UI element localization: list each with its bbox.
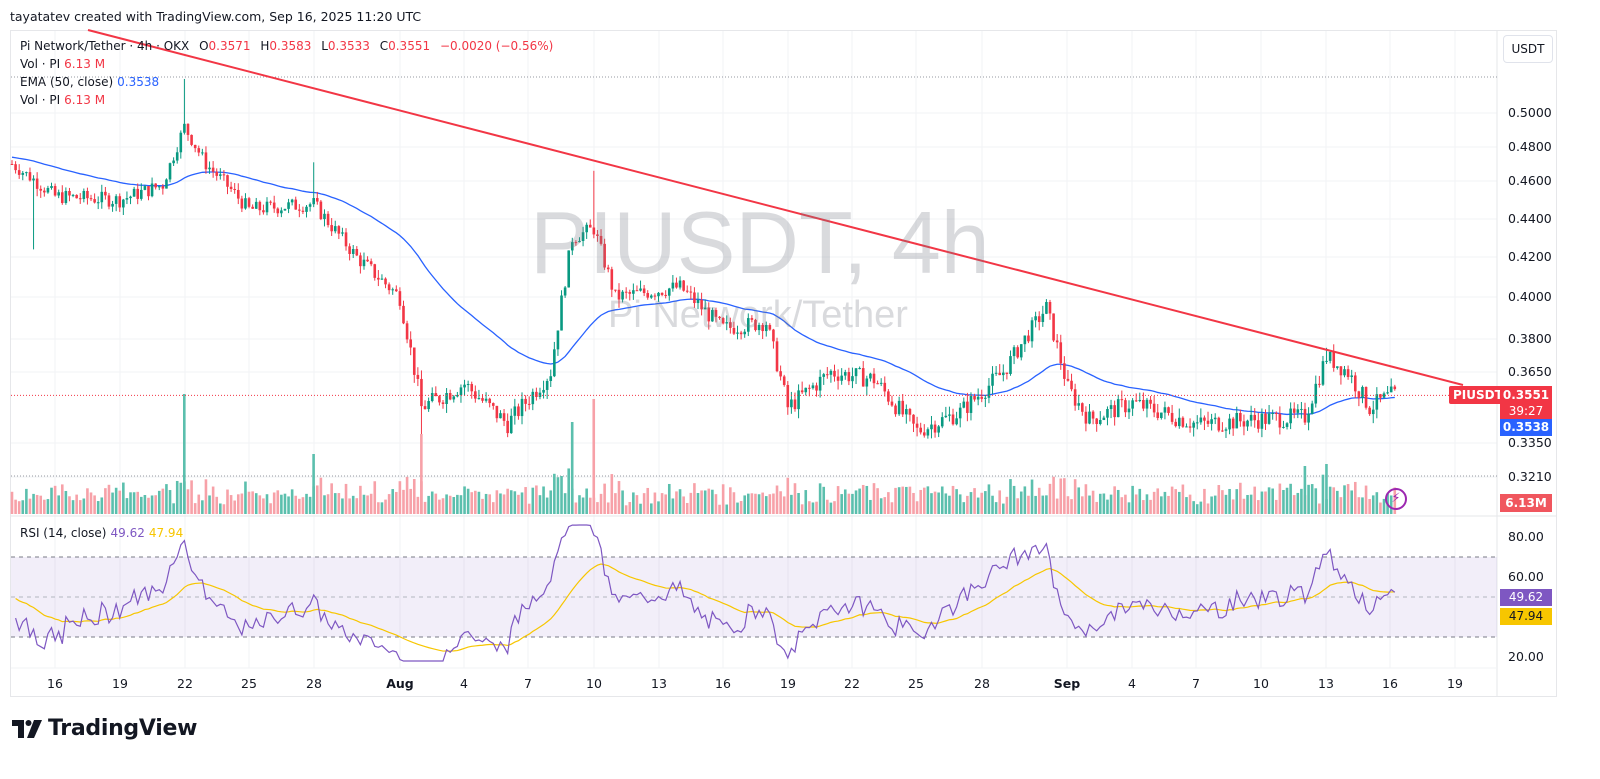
ohlc-close: 0.3551 [388, 39, 431, 53]
time-tick: 19 [780, 676, 796, 691]
price-tick: 0.4200 [1508, 249, 1552, 264]
price-tick: 0.3650 [1508, 364, 1552, 379]
time-tick: 4 [1128, 676, 1136, 691]
chart-credit: tayatatev created with TradingView.com, … [10, 9, 422, 24]
time-tick: 7 [524, 676, 532, 691]
time-tick: 25 [908, 676, 924, 691]
price-tick: 0.3350 [1508, 435, 1552, 450]
watermark-description: Pi Network/Tether [608, 294, 908, 336]
price-tick: 0.5000 [1508, 105, 1552, 120]
ema-price-tag: 0.3538 [1500, 419, 1552, 436]
rsi-value: 49.62 [110, 526, 145, 540]
tradingview-logo: TradingView [12, 716, 197, 741]
price-tick: 0.4000 [1508, 289, 1552, 304]
rsi-value-tag: 49.62 [1500, 589, 1552, 606]
rsi-label: RSI (14, close) [20, 526, 107, 540]
price-tick: 0.3800 [1508, 331, 1552, 346]
volume-value: 6.13 M [64, 93, 106, 107]
time-tick: 22 [844, 676, 860, 691]
volume-label: Vol · PI [20, 93, 61, 107]
time-tick: 16 [1382, 676, 1398, 691]
time-tick: 19 [1447, 676, 1463, 691]
time-tick: 22 [177, 676, 193, 691]
time-tick: 28 [306, 676, 322, 691]
chart-frame [10, 30, 1557, 697]
ema-label: EMA (50, close) [20, 75, 114, 89]
rsi-tick: 20.00 [1508, 649, 1544, 664]
time-tick: 16 [47, 676, 63, 691]
time-tick: 19 [112, 676, 128, 691]
time-tick: 10 [586, 676, 602, 691]
ohlc-close-label: C [379, 39, 389, 53]
rsi-tick: 80.00 [1508, 529, 1544, 544]
time-tick: 4 [460, 676, 468, 691]
time-tick: 13 [1318, 676, 1334, 691]
last-price: 0.3551 [1502, 388, 1550, 402]
volume-label: Vol · PI [20, 57, 61, 71]
price-tick: 0.4400 [1508, 211, 1552, 226]
time-tick: 13 [651, 676, 667, 691]
price-tick: 0.4600 [1508, 173, 1552, 188]
volume-tag: 6.13M [1500, 494, 1552, 512]
tradingview-logo-icon [12, 719, 42, 738]
price-tick: 0.4800 [1508, 139, 1552, 154]
time-tick: Aug [386, 676, 414, 691]
time-tick: 28 [974, 676, 990, 691]
lightning-icon[interactable]: ⚡ [1385, 488, 1407, 510]
rsi-ma-value: 47.94 [148, 526, 184, 540]
ohlc-high: 0.3583 [269, 39, 312, 53]
symbol-price-tag: PIUSDT [1449, 386, 1507, 404]
rsi-legend[interactable]: RSI (14, close) 49.62 47.94 [20, 526, 183, 540]
symbol-description[interactable]: Pi Network/Tether · 4h · OKX [20, 39, 190, 53]
ohlc-change: −0.0020 (−0.56%) [439, 39, 554, 53]
watermark-symbol: PIUSDT, 4h [530, 193, 990, 292]
ema-value: 0.3538 [117, 75, 160, 89]
time-tick: 16 [715, 676, 731, 691]
time-tick: 7 [1192, 676, 1200, 691]
currency-button[interactable]: USDT [1503, 35, 1553, 63]
volume-legend-2[interactable]: Vol · PI 6.13 M [20, 93, 105, 107]
price-tick: 0.3210 [1508, 469, 1552, 484]
ohlc-low: 0.3533 [327, 39, 370, 53]
time-tick: 10 [1253, 676, 1269, 691]
symbol-legend: Pi Network/Tether · 4h · OKX O0.3571 H0.… [20, 39, 553, 53]
ohlc-high-label: H [260, 39, 270, 53]
tradingview-logo-text: TradingView [48, 716, 198, 741]
time-tick: Sep [1053, 676, 1081, 691]
time-tick: 25 [241, 676, 257, 691]
bar-countdown: 39:27 [1508, 404, 1544, 418]
last-price-tag: 0.3551 39:27 [1500, 386, 1552, 419]
rsi-ma-tag: 47.94 [1500, 608, 1552, 625]
ema-legend[interactable]: EMA (50, close) 0.3538 [20, 75, 159, 89]
volume-value: 6.13 M [64, 57, 106, 71]
volume-legend-1[interactable]: Vol · PI 6.13 M [20, 57, 105, 71]
ohlc-low-label: L [321, 39, 328, 53]
rsi-tick: 60.00 [1508, 569, 1544, 584]
ohlc-open: 0.3571 [208, 39, 251, 53]
ohlc-open-label: O [199, 39, 209, 53]
